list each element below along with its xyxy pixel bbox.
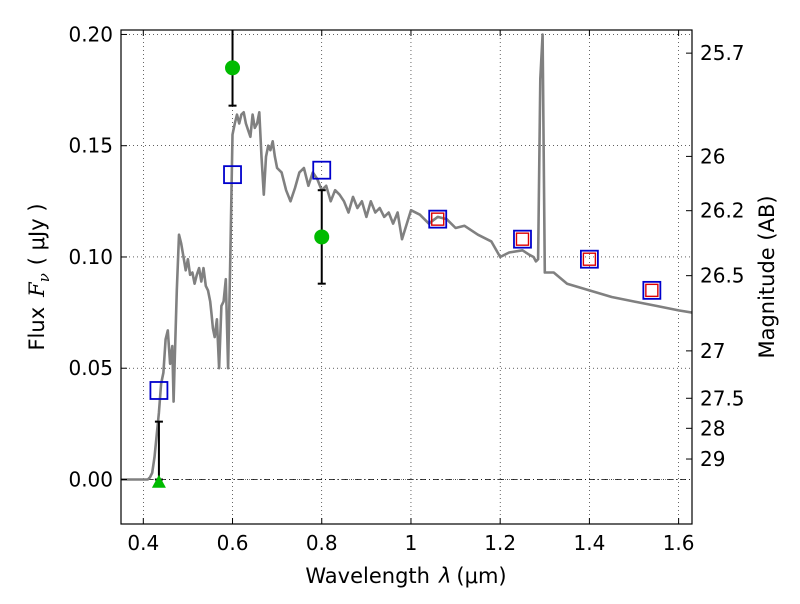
y2-axis-ticks: 25.7 26 26.2 26.5 27 27.5 28 29 [686, 41, 745, 471]
x-tick-label: 1.6 [663, 531, 695, 555]
model-photometry-square [149, 381, 169, 400]
x-axis-label-text: Wavelength [305, 564, 430, 588]
model-photometry-square [428, 209, 448, 229]
y2-tick-label: 26 [700, 144, 725, 168]
y-tick-label: 0.10 [68, 245, 113, 269]
plot-area [121, 30, 692, 488]
y2-tick-label: 26.2 [700, 199, 745, 223]
y-axis-ticks: 0.00 0.05 0.10 0.15 0.20 [68, 22, 127, 491]
y2-axis-label: Magnitude (AB) [755, 195, 779, 358]
detection-point [225, 60, 241, 76]
y2-tick-label: 27.5 [700, 386, 745, 410]
y-tick-label: 0.05 [68, 356, 113, 380]
x-tick-label: 0.8 [306, 531, 338, 555]
model-photometry-square [513, 229, 532, 249]
upper-limit-point [151, 474, 166, 488]
x-axis-label-unit: (μm) [456, 564, 506, 588]
x-tick-label: 0.6 [217, 531, 249, 555]
x-tick-label: 1 [405, 531, 418, 555]
y-axis-label-text: Flux [25, 307, 49, 351]
model-photometry-square [223, 165, 242, 185]
x-axis-ticks: 0.4 0.6 0.8 1 1.2 1.4 1.6 [127, 30, 695, 555]
y-axis-label: Flux Fν ( μJy ) [25, 203, 53, 350]
model-photometry-square [579, 249, 599, 269]
model-photometry-inner-square [645, 283, 659, 298]
x-tick-label: 1.2 [484, 531, 516, 555]
x-tick-label: 0.4 [127, 531, 159, 555]
y-tick-label: 0.15 [68, 134, 113, 158]
y-tick-label: 0.00 [68, 467, 113, 491]
marker-group [149, 60, 662, 488]
x-tick-label: 1.4 [573, 531, 605, 555]
x-axis-label-symbol: λ [438, 564, 451, 588]
model-sed-line [121, 33, 692, 481]
model-sed-group [121, 33, 692, 481]
y-tick-label: 0.20 [68, 22, 113, 46]
model-photometry-inner-square [515, 232, 530, 246]
model-photometry-square [312, 160, 332, 180]
model-photometry-inner-square [431, 212, 445, 226]
model-photometry-inner-square [582, 252, 597, 266]
y2-tick-label: 29 [700, 447, 725, 471]
y2-tick-label: 28 [700, 416, 725, 440]
plot-frame [120, 29, 693, 525]
y-axis-label-subscript: ν [35, 273, 53, 282]
model-photometry-square [642, 280, 662, 300]
y-axis-label-unit: ( μJy ) [25, 203, 49, 265]
y2-tick-label: 27 [700, 339, 725, 363]
detection-point [314, 229, 330, 245]
y2-tick-label: 25.7 [700, 41, 745, 65]
y2-tick-label: 26.5 [700, 264, 745, 288]
x-axis-label: Wavelength λ (μm) [305, 564, 506, 588]
y-axis-label-symbol: F [25, 281, 49, 298]
